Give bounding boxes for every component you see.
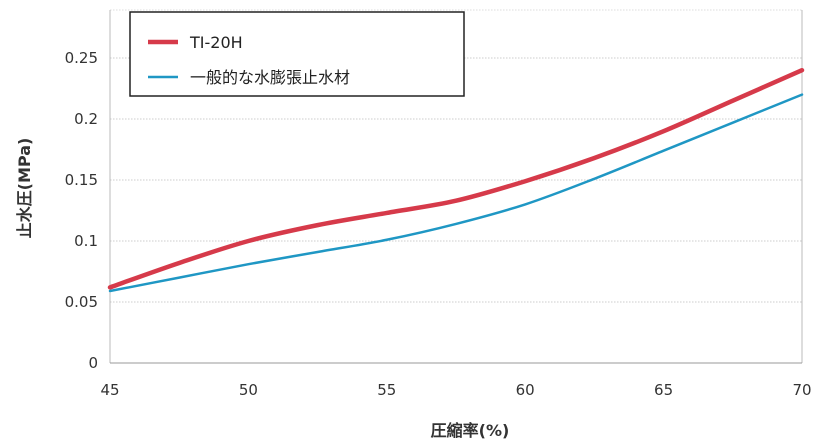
- x-tick-label: 55: [377, 381, 396, 399]
- y-axis-title: 止水圧(MPa): [15, 138, 34, 239]
- legend-label-ti20h: TI-20H: [189, 33, 243, 52]
- y-tick-labels: 0 0.05 0.1 0.15 0.2 0.25: [65, 49, 98, 372]
- x-tick-labels: 45 50 55 60 65 70: [100, 381, 811, 399]
- series-lines: [107, 67, 805, 293]
- y-tick-label: 0.2: [74, 110, 98, 128]
- x-tick-label: 70: [792, 381, 811, 399]
- legend-label-general: 一般的な水膨張止水材: [190, 68, 350, 87]
- x-tick-label: 50: [239, 381, 258, 399]
- y-tick-label: 0.05: [65, 293, 98, 311]
- y-tick-label: 0: [88, 354, 98, 372]
- x-tick-label: 60: [516, 381, 535, 399]
- legend: TI-20H 一般的な水膨張止水材: [129, 11, 465, 97]
- y-tick-label: 0.25: [65, 49, 98, 67]
- y-tick-label: 0.15: [65, 171, 98, 189]
- legend-box: [129, 11, 465, 97]
- series-line-ti20h: [107, 67, 805, 290]
- x-tick-label: 45: [100, 381, 119, 399]
- x-tick-label: 65: [654, 381, 673, 399]
- y-tick-label: 0.1: [74, 232, 98, 250]
- series-line-general: [108, 93, 804, 293]
- x-axis-title: 圧縮率(%): [431, 421, 510, 440]
